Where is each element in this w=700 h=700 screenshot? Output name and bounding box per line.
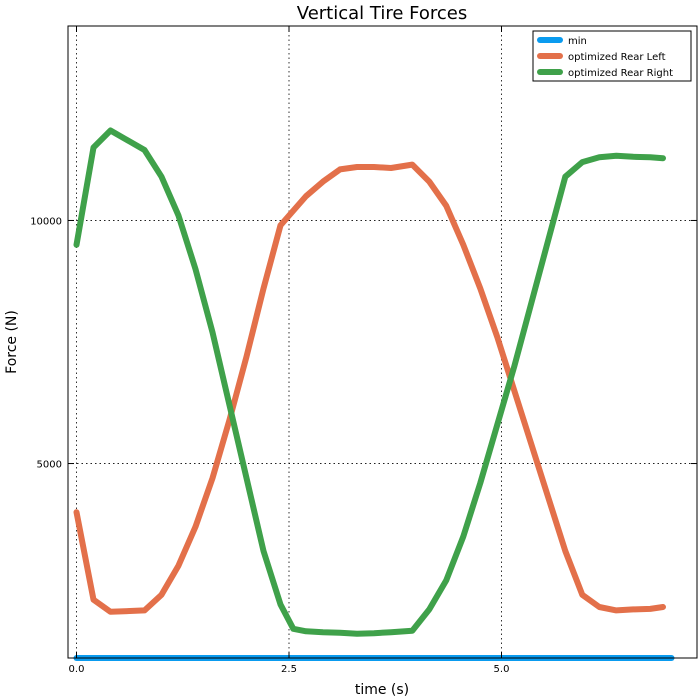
legend-label-optimized-rear-right: optimized Rear Right: [568, 68, 673, 79]
x-tick-label: 0.0: [69, 664, 85, 675]
series-line-optimized-rear-left: [73, 161, 666, 615]
x-tick-label: 2.5: [281, 664, 297, 675]
chart-title: Vertical Tire Forces: [297, 3, 467, 24]
x-tick-label: 5.0: [494, 664, 510, 675]
legend-label-min: min: [568, 36, 587, 47]
x-axis-label: time (s): [355, 682, 409, 698]
series-line-optimized-rear-right: [73, 127, 666, 637]
legend-label-optimized-rear-left: optimized Rear Left: [568, 52, 666, 63]
grid-layer: [68, 26, 697, 658]
series-layer: [73, 127, 675, 661]
y-tick-label: 5000: [37, 460, 62, 471]
y-tick-label: 10000: [30, 216, 62, 227]
tick-layer: 0.0 2.5 5.0 5000 10000: [30, 26, 697, 675]
y-axis-label: Force (N): [4, 310, 20, 374]
legend: min optimized Rear Left optimized Rear Rig…: [532, 30, 692, 82]
plot-frame: [67, 25, 698, 659]
